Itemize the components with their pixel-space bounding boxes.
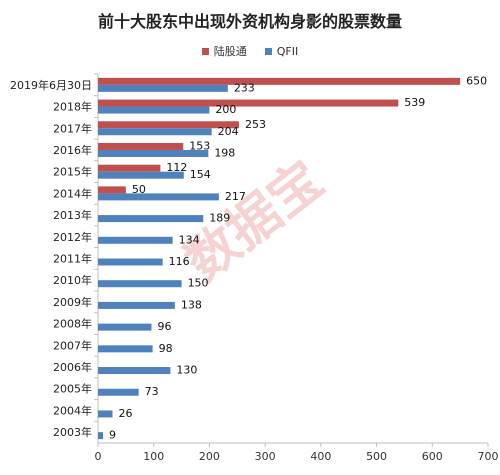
legend-label-0: 陆股通 (213, 45, 247, 58)
bar-qfii-6 (98, 215, 204, 223)
data-label-qfii-6: 189 (209, 212, 230, 225)
legend: 陆股通 QFII (0, 43, 500, 59)
bar-qfii-10 (98, 301, 175, 309)
bar-lugutong-0 (98, 77, 461, 85)
category-label-16: 2003年 (53, 425, 92, 439)
data-label-qfii-2: 204 (218, 125, 239, 138)
data-label-lugutong-2: 253 (245, 118, 266, 131)
x-tick-label-0: 0 (95, 450, 102, 463)
data-label-qfii-10: 138 (181, 298, 202, 311)
category-label-5: 2014年 (53, 186, 92, 200)
data-label-qfii-16: 9 (109, 429, 116, 442)
data-label-lugutong-4: 112 (166, 161, 187, 174)
bar-qfii-0 (98, 84, 228, 92)
bar-qfii-8 (98, 258, 163, 266)
data-label-qfii-9: 150 (188, 277, 209, 290)
data-label-qfii-12: 98 (159, 342, 173, 355)
bar-qfii-3 (98, 149, 209, 157)
legend-label-1: QFII (276, 44, 299, 58)
bar-lugutong-4 (98, 164, 161, 172)
chart-title: 前十大股东中出现外资机构身影的股票数量 (97, 12, 402, 31)
data-label-qfii-11: 96 (157, 320, 171, 333)
data-label-qfii-4: 154 (190, 168, 211, 181)
bar-qfii-15 (98, 410, 113, 418)
category-label-12: 2007年 (53, 338, 92, 352)
x-tick-label-2: 200 (199, 450, 220, 463)
category-label-6: 2013年 (53, 208, 92, 222)
category-label-14: 2005年 (53, 382, 92, 396)
category-label-11: 2008年 (53, 317, 92, 331)
bar-lugutong-3 (98, 142, 184, 150)
data-label-lugutong-3: 153 (189, 139, 210, 152)
x-tick-label-5: 500 (366, 450, 387, 463)
x-tick-label-4: 400 (310, 450, 331, 463)
data-label-qfii-0: 233 (234, 81, 255, 94)
data-label-qfii-7: 134 (179, 233, 200, 246)
bar-qfii-5 (98, 193, 219, 201)
bar-lugutong-5 (98, 186, 126, 194)
bar-qfii-12 (98, 345, 153, 353)
data-label-qfii-13: 130 (176, 364, 197, 377)
bar-qfii-4 (98, 171, 184, 179)
category-label-10: 2009年 (53, 295, 92, 309)
category-label-0: 2019年6月30日 (10, 78, 92, 92)
bar-qfii-1 (98, 106, 210, 114)
bar-qfii-9 (98, 280, 182, 288)
legend-swatch-1 (264, 47, 272, 55)
data-label-lugutong-0: 650 (466, 74, 487, 87)
bar-qfii-16 (98, 432, 104, 440)
category-label-9: 2010年 (53, 273, 92, 287)
data-label-qfii-8: 116 (169, 255, 190, 268)
data-label-qfii-14: 73 (145, 385, 159, 398)
data-label-lugutong-1: 539 (404, 96, 425, 109)
bar-qfii-14 (98, 388, 139, 396)
category-label-15: 2004年 (53, 403, 92, 417)
bar-qfii-13 (98, 367, 171, 375)
bar-lugutong-1 (98, 99, 399, 107)
legend-item-0: 陆股通 (201, 43, 247, 59)
x-tick-label-6: 600 (422, 450, 443, 463)
category-label-7: 2012年 (53, 230, 92, 244)
bar-qfii-11 (98, 323, 152, 331)
data-label-qfii-5: 217 (225, 190, 246, 203)
category-label-4: 2015年 (53, 165, 92, 179)
category-label-3: 2016年 (53, 143, 92, 157)
category-label-13: 2006年 (53, 360, 92, 374)
category-label-2: 2017年 (53, 121, 92, 135)
legend-item-1: QFII (264, 43, 299, 59)
category-label-1: 2018年 (53, 100, 92, 114)
x-tick-label-7: 700 (478, 450, 499, 463)
bar-lugutong-2 (98, 121, 239, 129)
data-label-qfii-15: 26 (118, 407, 132, 420)
data-label-qfii-1: 200 (215, 103, 236, 116)
data-label-qfii-3: 198 (214, 146, 235, 159)
x-tick-label-3: 300 (255, 450, 276, 463)
bar-qfii-2 (98, 128, 212, 136)
data-label-lugutong-5: 50 (132, 183, 146, 196)
category-label-8: 2011年 (53, 252, 92, 266)
bar-qfii-7 (98, 236, 173, 244)
legend-swatch-0 (201, 47, 209, 55)
x-tick-label-1: 100 (143, 450, 164, 463)
